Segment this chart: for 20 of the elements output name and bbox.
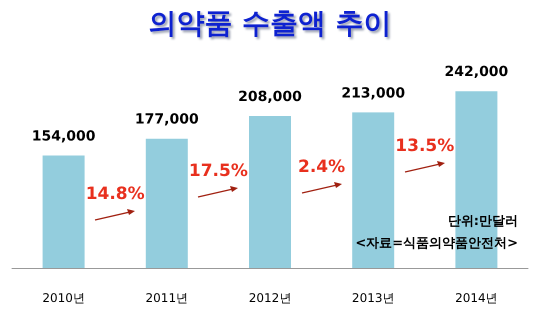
bar: [249, 116, 291, 268]
annotation: 2.4%: [298, 157, 346, 178]
x-tick-label: 2010년: [42, 291, 85, 305]
annotation: 14.8%: [86, 184, 145, 204]
annotation: 단위:만달러: [448, 213, 518, 230]
bar: [146, 138, 188, 268]
annotation: 17.5%: [188, 161, 248, 182]
annotation: 13.5%: [395, 136, 454, 156]
x-tick-label: 2012년: [248, 291, 292, 305]
x-tick-label: 2013년: [352, 291, 394, 305]
annotation: <자료=식품의약품안전처>: [355, 235, 518, 252]
data-label: 242,000: [444, 64, 509, 80]
data-label: 154,000: [32, 128, 96, 144]
x-tick-label: 2014년: [455, 291, 498, 305]
x-tick-label: 2011년: [146, 291, 188, 305]
data-label: 213,000: [341, 85, 406, 102]
data-label: 177,000: [134, 112, 199, 128]
bar: [42, 155, 85, 268]
data-label: 208,000: [238, 89, 302, 106]
chart-title: 의약품 수출액 추이: [148, 6, 392, 40]
